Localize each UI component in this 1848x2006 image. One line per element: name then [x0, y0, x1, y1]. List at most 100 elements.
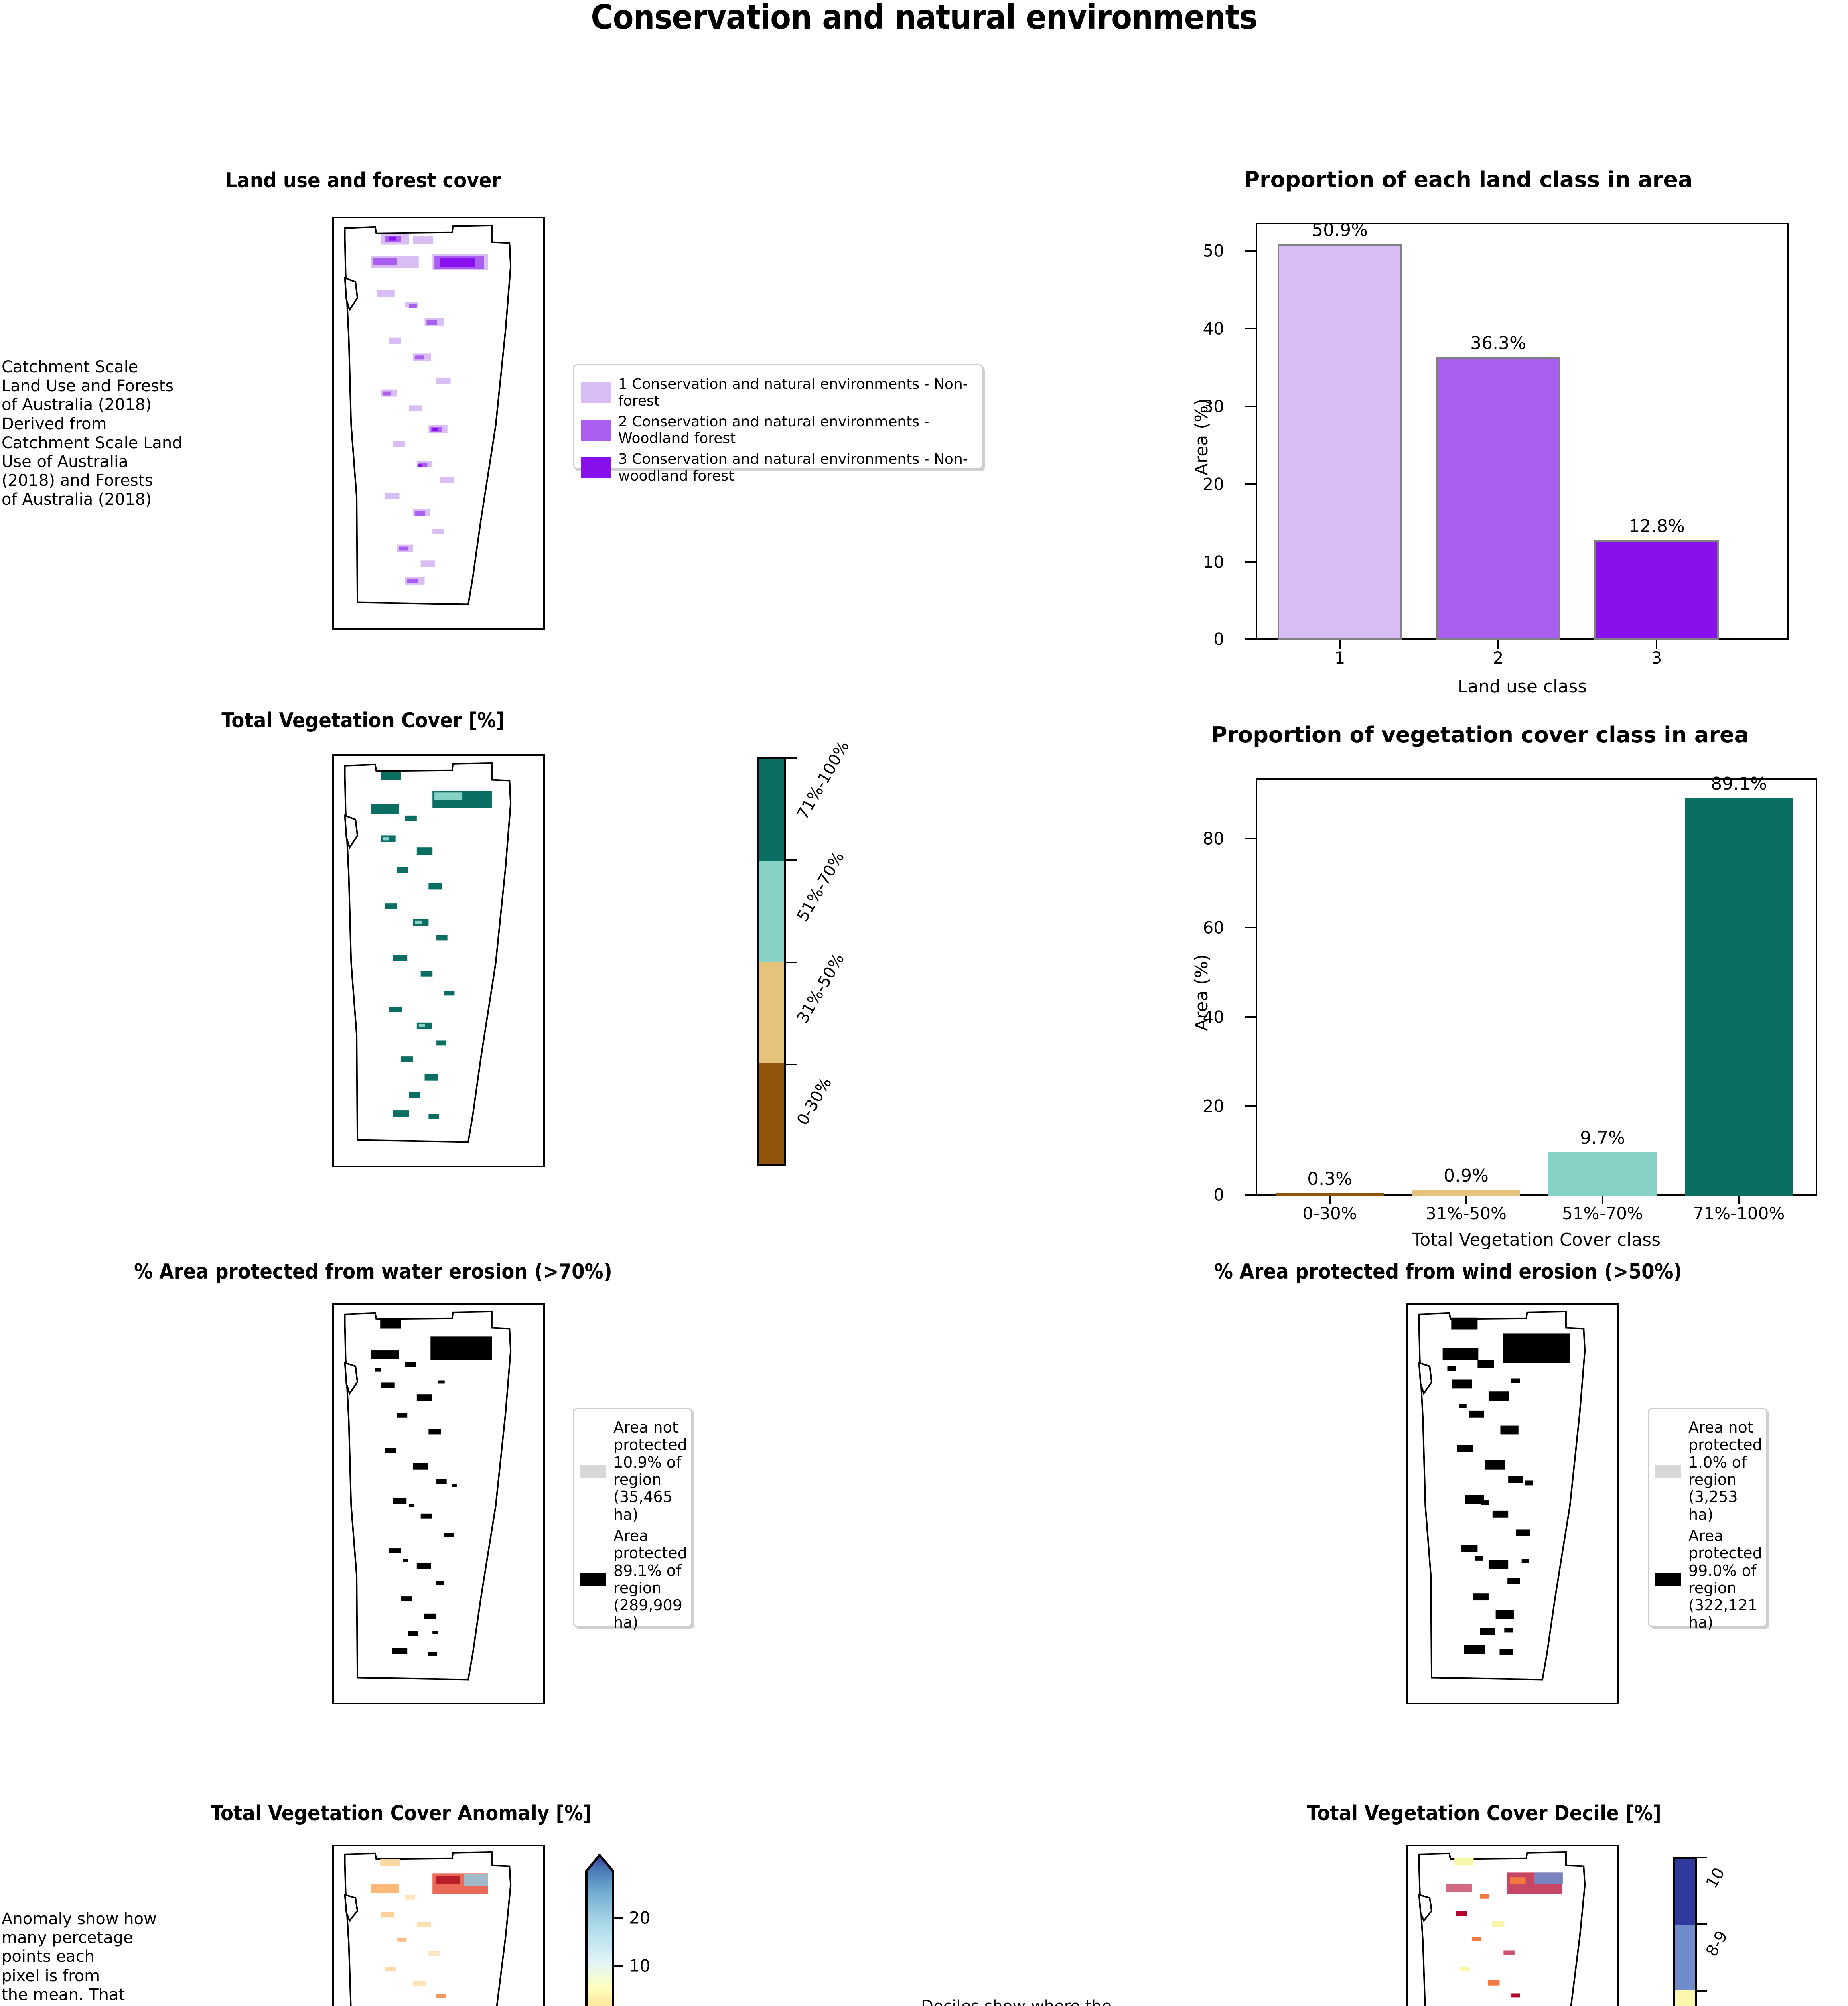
- chart-title: Proportion of vegetation cover class in …: [1211, 722, 1749, 747]
- legend-label: Area protected 89.1% of region (289,909 …: [613, 1527, 687, 1632]
- land-class-bar-chart: Proportion of each land class in area 50…: [1155, 160, 1837, 702]
- wind-erosion-legend: Area not protected 1.0% of region (3,253…: [1648, 1408, 1767, 1631]
- veg-cover-map-title: Total Vegetation Cover [%]: [221, 709, 505, 733]
- veg-cover-colorbar-ticks: 71%-100% 51%-70% 31%-50% 0-30%: [786, 738, 955, 1171]
- veg-cover-map-svg: [344, 762, 512, 1143]
- legend-item: 2 Conservation and natural environments …: [581, 414, 974, 447]
- decile-colorbar-ticks: 10 8-9 4-7 2-3 1: [1697, 1857, 1825, 2006]
- water-erosion-map-title: % Area protected from water erosion (>70…: [134, 1260, 612, 1284]
- anomaly-note: Anomaly show how many percetage points e…: [2, 1910, 157, 2006]
- legend-swatch-nonwoodland-forest: [581, 457, 611, 478]
- x-tick-label: 3: [1651, 648, 1662, 668]
- anomaly-map-title: Total Vegetation Cover Anomaly [%]: [210, 1801, 592, 1825]
- y-tick-label: 50: [1203, 241, 1224, 261]
- colorbar-label: 31%-50%: [793, 950, 848, 1027]
- y-tick-label: 80: [1203, 828, 1224, 849]
- colorbar-tick-label: 20: [629, 1908, 651, 1928]
- water-erosion-legend: Area not protected 10.9% of region (35,4…: [573, 1408, 692, 1631]
- bar-value-label: 50.9%: [1312, 220, 1368, 240]
- legend-item: Area protected 89.1% of region (289,909 …: [580, 1527, 687, 1632]
- legend-swatch-not-protected: [1655, 1464, 1681, 1478]
- legend-label: Area protected 99.0% of region (322,121 …: [1688, 1527, 1762, 1632]
- legend-label: Area not protected 1.0% of region (3,253…: [1688, 1419, 1762, 1523]
- legend-label: 1 Conservation and natural environments …: [618, 376, 968, 409]
- colorbar-tick-label: 0: [629, 2004, 640, 2006]
- legend-swatch-protected: [580, 1573, 606, 1586]
- bar-value-label: 0.3%: [1307, 1169, 1352, 1189]
- decile-note: Deciles show where the pixel value lies …: [921, 1997, 1138, 2006]
- y-tick-label: 30: [1203, 396, 1224, 416]
- veg-class-bar-chart: Proportion of vegetation cover class in …: [1155, 718, 1837, 1252]
- legend-swatch-protected: [1655, 1573, 1681, 1586]
- bar-value-label: 9.7%: [1580, 1128, 1625, 1148]
- anomaly-map-svg: [344, 1851, 512, 2006]
- bar-value-label: 12.8%: [1629, 516, 1685, 536]
- bar-value-label: 89.1%: [1711, 774, 1767, 794]
- y-tick-label: 40: [1203, 319, 1224, 339]
- decile-colorbar: [1673, 1857, 1697, 2006]
- x-tick-label: 71%-100%: [1693, 1204, 1785, 1223]
- y-axis-label: Area (%): [1191, 398, 1212, 475]
- bar-veg-0-30: [1276, 1193, 1384, 1196]
- page-title: Conservation and natural environments: [591, 0, 1258, 37]
- y-tick-label: 10: [1203, 552, 1224, 572]
- bar-class-1: [1278, 244, 1402, 640]
- legend-swatch-nonforest: [581, 382, 611, 403]
- colorbar-label: 8-9: [1702, 1927, 1732, 1960]
- land-use-map-svg: [344, 224, 512, 605]
- y-axis-ticks: 80 60 40 20 0: [1155, 718, 1260, 1220]
- wind-erosion-map: [1406, 1303, 1619, 1704]
- colorbar-label: 71%-100%: [793, 737, 853, 823]
- legend-label: 2 Conservation and natural environments …: [618, 413, 929, 447]
- legend-item: Area not protected 1.0% of region (3,253…: [1655, 1419, 1762, 1523]
- wind-erosion-map-svg: [1418, 1310, 1586, 1681]
- colorbar-segment-51-70: [759, 861, 784, 962]
- colorbar-segment-8-9: [1675, 1924, 1695, 1990]
- colorbar-segment-71-100: [759, 759, 784, 861]
- land-use-source-note: Catchment Scale Land Use and Forests of …: [2, 358, 183, 509]
- y-tick-label: 60: [1203, 918, 1224, 938]
- x-tick-label: 0-30%: [1302, 1204, 1357, 1223]
- colorbar-segment-4-7: [1675, 1990, 1695, 2006]
- bar-value-label: 0.9%: [1444, 1165, 1489, 1186]
- colorbar-segment-31-50: [759, 962, 784, 1063]
- y-axis-label: Area (%): [1191, 954, 1212, 1031]
- bar-veg-71-100: [1685, 798, 1793, 1196]
- x-tick-label: 51%-70%: [1562, 1204, 1643, 1223]
- x-axis-label: Total Vegetation Cover class: [1412, 1230, 1661, 1250]
- colorbar-tick-label: 10: [629, 1956, 651, 1976]
- land-use-legend: 1 Conservation and natural environments …: [573, 364, 983, 484]
- wind-erosion-map-title: % Area protected from wind erosion (>50%…: [1214, 1260, 1682, 1284]
- bar-class-2: [1436, 357, 1560, 640]
- colorbar-segment-10: [1675, 1859, 1695, 1925]
- x-tick-label: 2: [1493, 648, 1504, 668]
- water-erosion-map-svg: [344, 1310, 512, 1681]
- y-tick-label: 20: [1203, 474, 1224, 494]
- y-tick-label: 40: [1203, 1007, 1224, 1027]
- legend-item: 1 Conservation and natural environments …: [581, 376, 974, 410]
- colorbar-label: 4-7: [1702, 2004, 1732, 2006]
- legend-label: Area not protected 10.9% of region (35,4…: [613, 1419, 687, 1523]
- y-tick-label: 0: [1213, 629, 1224, 649]
- x-tick-label: 1: [1334, 648, 1345, 668]
- anomaly-map: [332, 1845, 545, 2006]
- bar-value-label: 36.3%: [1470, 333, 1526, 353]
- bar-class-3: [1594, 540, 1719, 640]
- anomaly-colorbar: [582, 1853, 618, 2006]
- bar-veg-31-50: [1412, 1190, 1520, 1196]
- decile-map: [1406, 1845, 1619, 2006]
- x-axis-label: Land use class: [1457, 676, 1587, 697]
- decile-map-svg: [1418, 1851, 1586, 2006]
- legend-swatch-woodland-forest: [581, 420, 611, 441]
- water-erosion-map: [332, 1303, 545, 1704]
- bar-veg-51-70: [1548, 1152, 1657, 1196]
- land-use-map-title: Land use and forest cover: [225, 169, 501, 193]
- anomaly-colorbar-svg: [585, 1853, 614, 2006]
- legend-item: Area not protected 10.9% of region (35,4…: [580, 1419, 687, 1523]
- colorbar-segment-0-30: [759, 1063, 784, 1164]
- legend-label: 3 Conservation and natural environments …: [618, 451, 968, 484]
- legend-item: 3 Conservation and natural environments …: [581, 451, 974, 485]
- y-tick-label: 20: [1203, 1096, 1224, 1116]
- y-tick-label: 0: [1213, 1185, 1224, 1205]
- legend-swatch-not-protected: [580, 1464, 606, 1478]
